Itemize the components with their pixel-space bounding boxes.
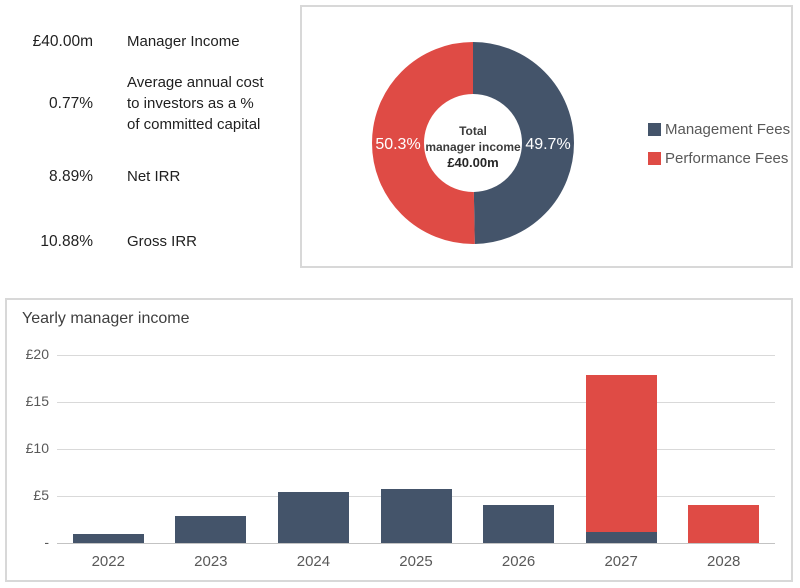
management-fees-swatch-icon	[648, 123, 661, 136]
donut-slice-performance-fees	[372, 42, 574, 244]
x-tick-label: 2023	[194, 553, 228, 570]
x-tick-label: 2026	[501, 553, 536, 570]
bar-2026-management-fees	[483, 505, 555, 543]
donut-label-performance-pct: 50.3%	[375, 136, 420, 153]
y-tick-label: £5	[33, 487, 49, 503]
legend-item-management-fees: Management Fees	[648, 121, 790, 138]
stat-label: Manager Income	[127, 33, 240, 50]
x-tick-label: 2027	[604, 553, 638, 570]
chart-legend: Management Fees Performance Fees	[648, 121, 790, 167]
stat-label: Net IRR	[127, 168, 181, 185]
donut-center-total: £40.00m	[447, 155, 498, 170]
gridline	[57, 449, 775, 450]
x-tick-label: 2024	[296, 553, 331, 570]
bar-2023-management-fees	[175, 515, 247, 543]
y-tick-label: -	[44, 534, 49, 550]
gridline	[57, 355, 775, 356]
x-tick-label: 2022	[91, 553, 125, 570]
stat-row-avg-annual-cost: 0.77% Average annual cost to investors a…	[0, 72, 305, 135]
x-tick-label: 2025	[399, 553, 433, 570]
donut-center-text: Total	[459, 124, 487, 138]
x-axis-line	[57, 543, 775, 544]
y-tick-label: £15	[25, 393, 49, 409]
stat-row-manager-income: £40.00m Manager Income	[0, 31, 305, 52]
stat-value: 8.89%	[49, 167, 93, 185]
bar-2027-performance-fees	[585, 374, 657, 532]
stat-value: 0.77%	[49, 94, 93, 112]
legend-item-performance-fees: Performance Fees	[648, 150, 790, 167]
donut-chart-panel: 50.3% 49.7% Total manager income £40.00m…	[300, 5, 793, 268]
bar-2028-performance-fees	[688, 505, 760, 543]
legend-label: Performance Fees	[665, 150, 789, 167]
stat-value: £40.00m	[32, 32, 93, 50]
stat-value: 10.88%	[40, 232, 93, 250]
bar-2024-management-fees	[277, 492, 349, 543]
donut-chart: 50.3% 49.7% Total manager income £40.00m	[372, 42, 574, 244]
bar-chart-title: Yearly manager income	[22, 310, 190, 327]
bar-chart-panel: Yearly manager income £20 £15 £10 £5 - 2022 20…	[5, 298, 793, 582]
stat-label: Average annual cost to investors as a % …	[127, 74, 264, 133]
y-tick-label: £10	[25, 440, 49, 456]
stat-row-gross-irr: 10.88% Gross IRR	[0, 231, 305, 252]
stat-row-net-irr: 8.89% Net IRR	[0, 166, 305, 187]
legend-label: Management Fees	[665, 121, 791, 138]
gridline	[57, 402, 775, 403]
y-tick-label: £20	[25, 346, 49, 362]
donut-center-text: manager income	[425, 140, 521, 154]
stat-label: Gross IRR	[127, 233, 198, 250]
bar-2025-management-fees	[380, 489, 452, 543]
bar-2027-management-fees	[585, 531, 657, 543]
donut-label-management-pct: 49.7%	[525, 136, 570, 153]
performance-fees-swatch-icon	[648, 152, 661, 165]
bar-2022-management-fees	[72, 533, 144, 543]
x-tick-label: 2028	[707, 553, 741, 570]
